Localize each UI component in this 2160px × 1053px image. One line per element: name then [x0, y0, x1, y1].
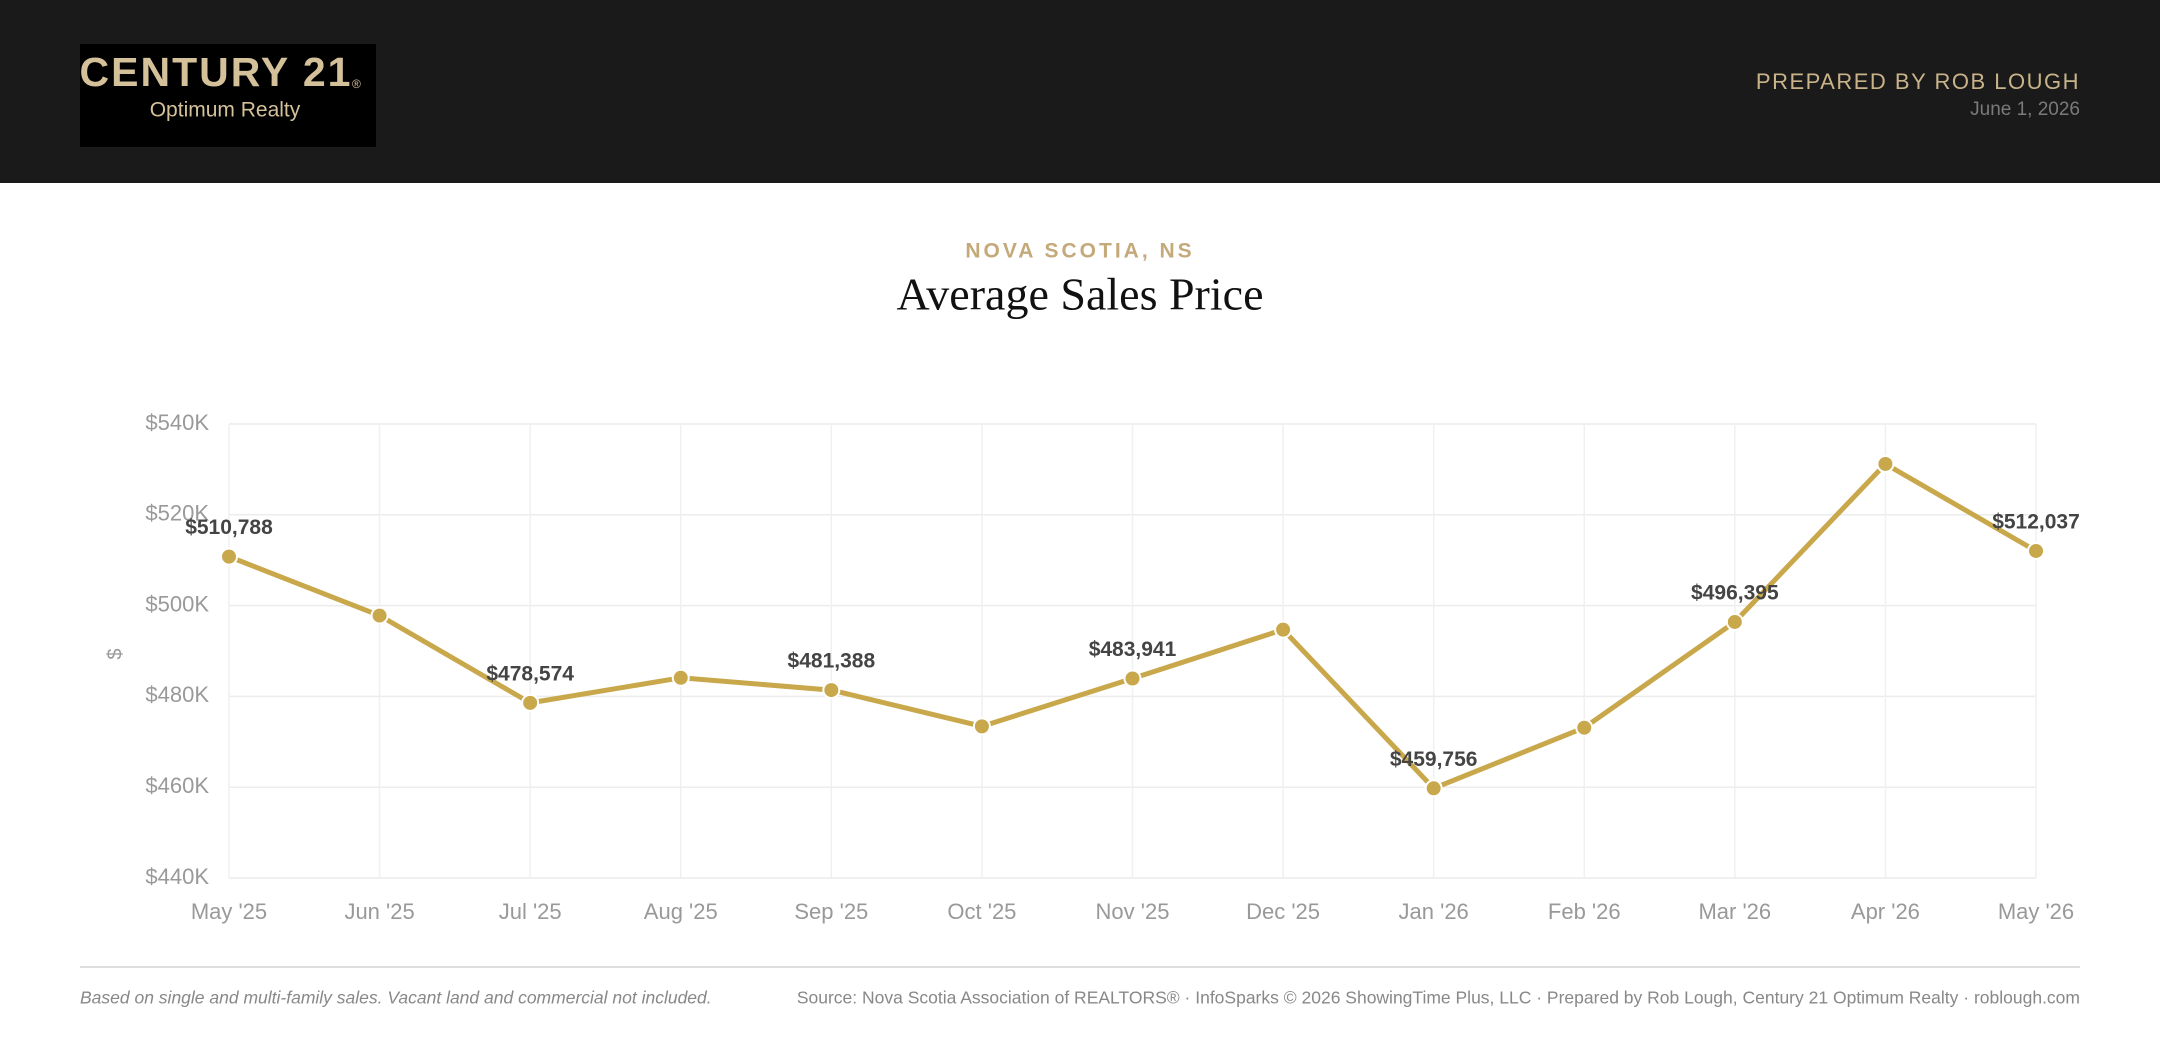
data-point [2027, 541, 2045, 560]
logo-mark: ® [352, 77, 361, 91]
logo-brand: CENTURY 21 [80, 49, 353, 95]
data-point [1274, 620, 1293, 639]
x-tick-label: Apr '26 [1851, 899, 1920, 924]
footer-note: Based on single and multi-family sales. … [80, 988, 712, 1008]
data-label: $496,395 [1691, 582, 1779, 605]
x-tick-label: May '25 [191, 899, 267, 924]
x-tick-label: Jun '25 [344, 899, 414, 924]
data-point [370, 606, 389, 625]
y-tick-label: $440K [145, 864, 209, 889]
x-tick-label: May '26 [1998, 899, 2074, 924]
y-tick-label: $460K [145, 773, 209, 798]
data-label: $459,756 [1390, 748, 1478, 771]
data-label: $512,037 [1992, 510, 2080, 533]
data-point [1876, 454, 1895, 473]
plot-area: $440K $460K $480K $500K $520K $540K May '25 Jun… [145, 410, 2079, 924]
logo-box[interactable] [80, 44, 376, 147]
chart-subtitle: NOVA SCOTIA, NS [965, 240, 1194, 263]
x-tick-label: Oct '25 [947, 899, 1016, 924]
data-point [1424, 779, 1443, 798]
data-point [1725, 612, 1744, 631]
data-point [521, 693, 540, 712]
x-tick-label: Jan '26 [1399, 899, 1469, 924]
data-point [1123, 669, 1142, 688]
data-label: $478,574 [486, 662, 574, 685]
y-tick-label: $520K [145, 501, 209, 526]
y-tick-label: $540K [145, 410, 209, 435]
data-point [671, 668, 690, 687]
data-point [972, 717, 991, 736]
x-tick-label: Nov '25 [1096, 899, 1170, 924]
x-tick-label: Dec '25 [1246, 899, 1320, 924]
data-label: $510,788 [185, 516, 273, 539]
data-point [220, 547, 238, 566]
y-tick-label: $500K [145, 591, 209, 616]
report-date: June 1, 2026 [1970, 99, 2080, 120]
logo-sub: Optimum Realty [150, 99, 301, 122]
x-tick-label: Jul '25 [499, 899, 562, 924]
footer-source: Source: Nova Scotia Association of REALT… [797, 988, 2080, 1008]
x-tick-label: Sep '25 [794, 899, 868, 924]
x-tick-label: Mar '26 [1698, 899, 1771, 924]
data-label: $481,388 [788, 650, 876, 673]
prepared-by: PREPARED BY ROB LOUGH [1756, 69, 2080, 94]
x-tick-label: Aug '25 [644, 899, 718, 924]
chart-title: Average Sales Price [897, 269, 1264, 320]
y-axis-label: $ [104, 648, 126, 659]
y-tick-label: $480K [145, 682, 209, 707]
data-point [822, 681, 841, 700]
data-label: $483,941 [1089, 638, 1177, 661]
data-point [1575, 718, 1594, 737]
x-tick-label: Feb '26 [1548, 899, 1621, 924]
